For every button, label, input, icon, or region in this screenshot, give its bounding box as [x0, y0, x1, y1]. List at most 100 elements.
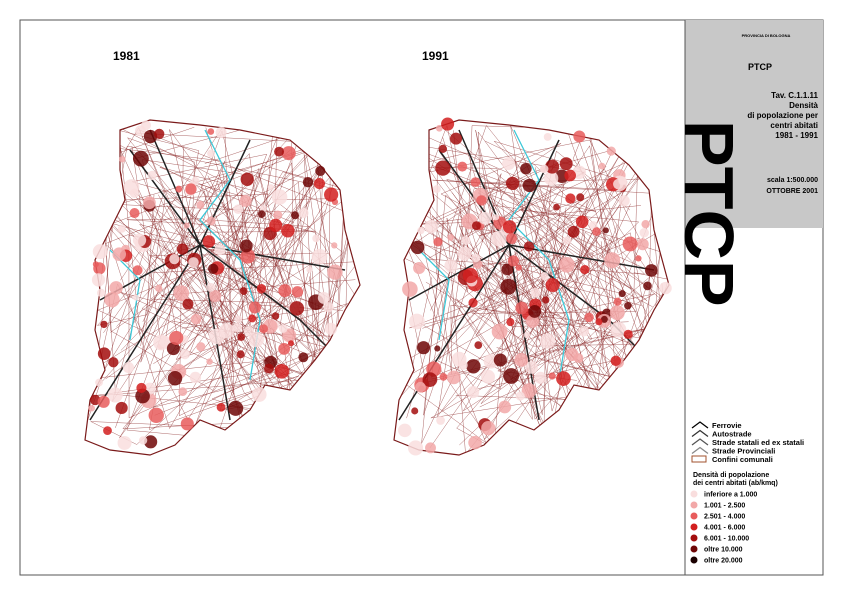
settlement-dot	[411, 407, 419, 415]
legend-label: Strade statali ed ex statali	[712, 438, 804, 447]
legend-label: 1.001 - 2.500	[704, 503, 745, 510]
settlement-dot	[641, 220, 650, 229]
settlement-dot	[259, 324, 268, 334]
settlement-dot	[132, 150, 149, 167]
settlement-dot	[435, 124, 443, 132]
settlement-dot	[234, 315, 243, 323]
settlement-dot	[507, 255, 520, 267]
legend-label: Confini comunali	[712, 455, 773, 464]
highway	[129, 149, 331, 351]
settlement-dot	[109, 281, 123, 295]
settlement-dot	[502, 157, 516, 171]
settlement-dot	[441, 117, 455, 131]
settlement-dot	[481, 369, 496, 384]
logo-watermark: PTCP	[670, 120, 748, 307]
settlement-dot	[645, 264, 658, 277]
settlement-dot	[503, 368, 520, 384]
settlement-dot	[433, 237, 443, 247]
legend-box-symbol	[691, 455, 707, 463]
title-panel	[685, 20, 823, 228]
settlement-dot	[132, 294, 140, 301]
settlement-dot	[444, 259, 458, 273]
settlement-dot	[115, 401, 128, 415]
settlement-dot	[424, 219, 439, 234]
settlement-dot	[474, 341, 483, 350]
settlement-dot	[636, 238, 649, 251]
settlement-dot	[317, 291, 330, 304]
institution: PROVINCIA DI BOLOGNA	[742, 33, 791, 38]
settlement-dot	[260, 204, 267, 212]
municipal-boundary	[430, 137, 592, 378]
settlement-dot	[639, 227, 649, 238]
settlement-dot	[447, 234, 455, 241]
settlement-dot	[500, 278, 517, 295]
settlement-dot	[267, 184, 275, 191]
settlement-dot	[545, 277, 560, 293]
settlement-dot	[191, 176, 200, 186]
settlement-dot	[240, 248, 256, 264]
legend-line-symbol	[691, 438, 709, 446]
settlement-dot	[248, 314, 257, 323]
settlement-dot	[610, 355, 622, 367]
settlement-dot	[523, 331, 531, 339]
settlement-dot	[618, 176, 627, 186]
municipal-boundary	[92, 167, 295, 402]
settlement-dot	[281, 223, 295, 238]
legend-label: Strade Provinciali	[712, 447, 775, 456]
settlement-dot	[274, 146, 285, 157]
settlement-dot	[515, 301, 528, 315]
settlement-dot	[327, 264, 343, 280]
settlement-dot	[578, 326, 590, 337]
legend-line-symbol	[691, 429, 709, 438]
settlement-dot	[422, 372, 438, 387]
settlement-dot	[298, 352, 309, 363]
legend-dot	[690, 512, 698, 520]
settlement-dot	[214, 244, 226, 256]
legend-label: Ferrovie	[712, 421, 742, 430]
settlement-dot	[88, 404, 95, 412]
settlement-dot	[520, 162, 532, 175]
settlement-dot	[610, 321, 627, 338]
settlement-dot	[522, 178, 537, 193]
settlement-dot	[237, 333, 246, 341]
settlement-dot	[119, 155, 126, 163]
settlement-dot	[544, 171, 559, 186]
settlement-dot	[449, 132, 463, 145]
legend-label: Autostrade	[712, 430, 752, 439]
river	[418, 249, 450, 341]
settlement-dot	[248, 301, 261, 314]
settlement-dot	[331, 242, 338, 249]
settlement-dot	[515, 391, 525, 401]
settlement-dot	[208, 263, 219, 274]
settlement-dot	[584, 312, 594, 323]
logo: PTCP	[748, 62, 772, 72]
municipal-boundary	[103, 123, 235, 395]
settlement-dot	[189, 371, 202, 384]
settlement-dot	[291, 286, 304, 298]
settlement-dot	[408, 440, 424, 456]
settlement-dot	[182, 298, 194, 310]
settlement-dot	[97, 347, 111, 361]
settlement-dot	[562, 236, 572, 245]
settlement-dot	[502, 220, 517, 234]
settlement-dot	[559, 157, 573, 171]
settlement-dot	[313, 177, 326, 190]
settlement-dot	[215, 127, 227, 139]
settlement-dot	[104, 292, 120, 308]
municipal-boundary	[414, 201, 599, 318]
settlement-dot	[540, 272, 549, 281]
settlement-dot	[598, 162, 606, 170]
settlement-dot	[273, 210, 283, 220]
settlement-dot	[179, 349, 190, 360]
settlement-dot	[567, 225, 580, 238]
municipal-boundary	[163, 149, 342, 455]
settlement-dot	[196, 342, 206, 352]
settlement-dot	[525, 361, 538, 374]
legend-label: oltre 20.000	[704, 558, 743, 565]
settlement-dot	[216, 402, 226, 412]
legend-title: Densità di popolazione	[693, 472, 769, 479]
settlement-dot	[311, 248, 328, 265]
settlement-dot	[539, 333, 556, 349]
settlement-dot	[123, 179, 140, 195]
settlement-dot	[402, 281, 418, 297]
